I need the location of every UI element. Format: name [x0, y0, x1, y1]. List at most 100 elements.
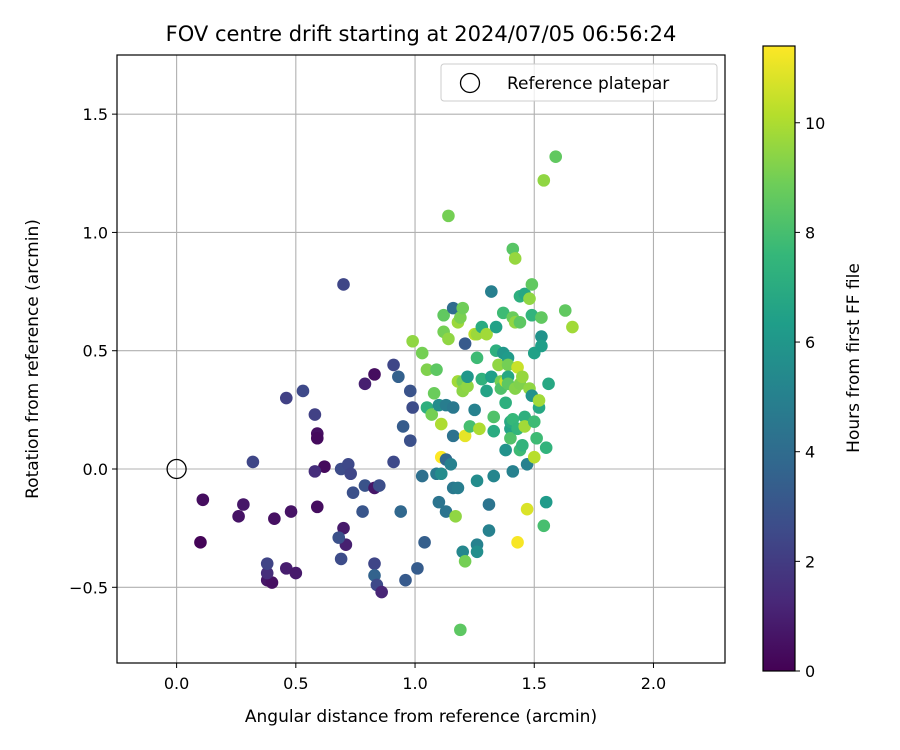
data-point: [279, 562, 293, 575]
data-point: [442, 209, 455, 223]
data-point: [525, 278, 539, 291]
data-point: [368, 368, 381, 381]
data-point: [449, 510, 462, 523]
data-point: [232, 510, 245, 523]
colorbar-tick-label: 4: [805, 443, 815, 462]
data-point: [518, 410, 532, 424]
data-point: [284, 505, 298, 518]
data-point: [566, 320, 579, 334]
data-point: [434, 417, 448, 431]
data-point: [334, 552, 348, 566]
x-tick-label: 0.0: [164, 674, 189, 693]
data-point: [530, 431, 543, 445]
data-point: [318, 460, 331, 473]
y-tick-label: 1.0: [83, 223, 108, 242]
data-point: [406, 334, 419, 348]
colorbar-label: Hours from first FF file: [844, 263, 864, 453]
data-point: [344, 467, 357, 481]
data-point: [535, 330, 548, 343]
data-point: [480, 327, 493, 341]
data-point: [489, 320, 503, 334]
data-point: [482, 498, 496, 511]
data-point: [403, 384, 417, 398]
data-point: [549, 150, 563, 164]
data-point: [470, 351, 484, 365]
data-point: [532, 394, 546, 407]
y-axis-label: Rotation from reference (arcmin): [23, 219, 43, 499]
data-point: [520, 502, 534, 516]
data-point: [310, 431, 324, 445]
data-point: [420, 363, 434, 376]
data-point: [387, 358, 400, 372]
data-point: [508, 252, 522, 265]
data-point: [368, 557, 381, 570]
colorbar-tick-label: 6: [805, 333, 815, 352]
data-point: [399, 573, 412, 587]
data-point: [496, 306, 510, 320]
data-point: [487, 424, 501, 438]
data-point: [458, 554, 472, 568]
y-tick-label: 0.0: [83, 460, 108, 479]
legend-box: [440, 63, 718, 102]
data-point: [437, 308, 450, 322]
data-point: [485, 370, 498, 384]
data-point: [475, 372, 489, 386]
data-point: [499, 443, 512, 457]
data-point: [461, 370, 474, 384]
data-point: [527, 450, 541, 464]
y-tick-label: 1.5: [83, 105, 108, 124]
data-point: [487, 410, 501, 424]
data-point: [516, 370, 529, 384]
data-point: [523, 292, 536, 305]
data-point: [439, 505, 453, 518]
data-point: [415, 469, 429, 483]
data-point: [430, 363, 443, 376]
data-point: [337, 521, 350, 535]
data-point: [411, 562, 424, 575]
colorbar-tick-label: 10: [805, 114, 825, 133]
x-tick-label: 2.0: [641, 674, 666, 693]
legend-label-reference: Reference platepar: [507, 74, 669, 94]
data-point: [387, 455, 400, 469]
colorbar-tick-label: 0: [805, 662, 815, 681]
x-tick-label: 1.0: [402, 674, 427, 693]
data-point: [308, 408, 322, 421]
data-point: [418, 536, 431, 549]
data-point: [506, 413, 520, 426]
data-point: [527, 415, 541, 428]
data-point: [406, 401, 419, 414]
data-point: [260, 566, 274, 580]
data-point: [487, 469, 501, 483]
data-point: [392, 370, 405, 384]
data-point: [444, 457, 458, 471]
data-point: [470, 474, 484, 488]
data-point: [454, 311, 467, 324]
data-point: [337, 278, 350, 291]
data-point: [394, 505, 408, 518]
data-point: [473, 422, 486, 436]
data-points: [194, 150, 579, 637]
data-point: [458, 429, 472, 443]
data-point: [511, 536, 524, 549]
data-point: [458, 337, 472, 350]
data-point: [375, 585, 388, 599]
data-point: [463, 420, 477, 433]
colorbar: 0 2 4 6 8 10 Hours from first FF file: [762, 45, 864, 681]
data-point: [558, 304, 572, 317]
data-point: [425, 408, 439, 421]
data-point: [372, 479, 386, 492]
axes-frame: [116, 54, 726, 664]
data-point: [456, 545, 470, 559]
data-point: [482, 524, 496, 537]
data-point: [279, 391, 293, 405]
data-point: [442, 332, 455, 346]
data-point: [537, 174, 551, 187]
data-point: [492, 358, 505, 372]
data-point: [451, 481, 465, 495]
colorbar-ticks: 0 2 4 6 8 10: [795, 114, 825, 681]
data-point: [446, 301, 460, 315]
data-point: [341, 457, 355, 471]
data-point: [456, 301, 470, 315]
y-tick-label: −0.5: [69, 578, 108, 597]
data-point: [289, 566, 303, 580]
